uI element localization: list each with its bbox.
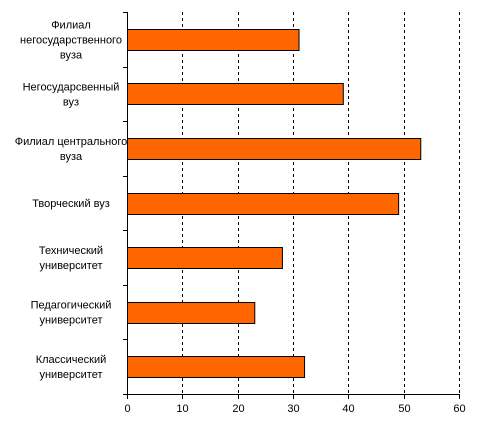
category-label-line: Творческий вуз	[32, 198, 110, 210]
bar-4	[127, 247, 283, 269]
category-label-line: негосударственного	[20, 34, 122, 46]
category-label-line: Педагогический	[31, 300, 112, 312]
category-label-line: вуз	[63, 96, 79, 108]
x-tick-label-2: 20	[232, 403, 244, 415]
category-label-line: Филиал	[51, 19, 91, 31]
bar-3	[127, 193, 400, 215]
gridlines	[182, 12, 460, 394]
category-label-line: вуза	[60, 151, 83, 163]
bar-2	[127, 138, 422, 160]
bars	[127, 29, 422, 378]
category-label-line: университет	[39, 369, 102, 381]
category-label-line: Филиал центрального	[15, 136, 128, 148]
bar-5	[127, 302, 256, 324]
bar-1	[127, 83, 344, 105]
x-tick-label-3: 30	[287, 403, 299, 415]
x-tick-label-6: 60	[453, 403, 465, 415]
bar-6	[127, 356, 306, 378]
axes	[123, 12, 460, 399]
category-label-3: Творческий вуз	[32, 198, 110, 210]
category-label-line: Негосударсвенный	[23, 81, 120, 93]
x-tick-label-5: 50	[398, 403, 410, 415]
category-label-5: Педагогический университет	[31, 300, 112, 327]
x-tick-label-1: 10	[176, 403, 188, 415]
x-tick-label-0: 0	[124, 403, 130, 415]
category-label-line: Классический	[36, 354, 107, 366]
category-label-4: Технический университет	[39, 245, 103, 272]
category-label-6: Классический университет	[36, 354, 107, 381]
category-label-line: университет	[39, 260, 102, 272]
x-tick-labels: 0 10 20 30 40 50 60	[124, 403, 465, 415]
category-label-1: Негосударсвенный вуз	[23, 81, 120, 108]
category-label-line: вуза	[60, 49, 83, 61]
category-label-line: Технический	[39, 245, 103, 257]
x-tick-label-4: 40	[342, 403, 354, 415]
category-label-0: Филиал негосударственного вуза	[20, 19, 122, 61]
bar-0	[127, 29, 300, 51]
category-label-line: университет	[39, 315, 102, 327]
category-labels: Филиал негосударственного вуза Негосударсве…	[15, 19, 128, 381]
category-label-2: Филиал центрального вуза	[15, 136, 128, 163]
